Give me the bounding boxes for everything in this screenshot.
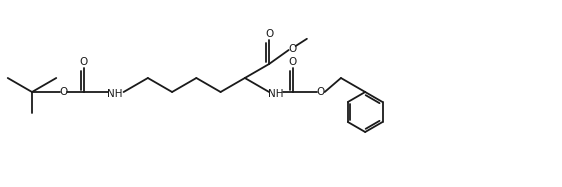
Text: O: O: [80, 57, 88, 67]
Text: O: O: [60, 87, 68, 97]
Text: O: O: [288, 44, 297, 54]
Text: O: O: [265, 29, 273, 39]
Text: NH: NH: [268, 89, 284, 99]
Text: NH: NH: [107, 89, 123, 99]
Text: O: O: [289, 57, 297, 67]
Text: O: O: [316, 87, 325, 97]
